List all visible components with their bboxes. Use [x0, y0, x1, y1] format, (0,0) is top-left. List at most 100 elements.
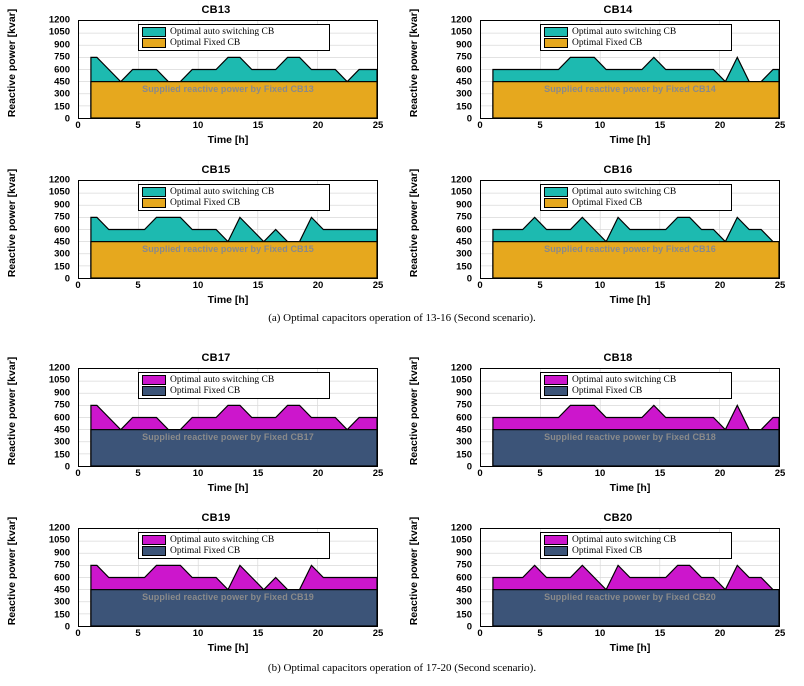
y-tick-label: 1050	[450, 534, 472, 546]
x-tick-label: 20	[312, 628, 324, 639]
y-tick-label: 600	[456, 223, 472, 235]
x-axis-label: Time [h]	[207, 134, 249, 146]
legend-row-fixed: Optimal Fixed CB	[544, 197, 728, 208]
x-tick-label: 15	[654, 468, 666, 479]
chart-title: CB19	[201, 512, 231, 524]
x-tick-label: 5	[135, 120, 141, 131]
y-tick-label: 150	[456, 260, 472, 272]
chart-legend[interactable]: Optimal auto switching CB Optimal Fixed …	[138, 372, 330, 399]
chart-legend[interactable]: Optimal auto switching CB Optimal Fixed …	[540, 372, 732, 399]
y-tick-label: 300	[456, 88, 472, 100]
chart-legend[interactable]: Optimal auto switching CB Optimal Fixed …	[540, 184, 732, 211]
x-tick-label: 10	[594, 468, 606, 479]
y-tick-label: 750	[54, 559, 70, 571]
x-tick-label: 20	[714, 468, 726, 479]
x-tick-label: 5	[135, 628, 141, 639]
x-tick-label: 10	[192, 468, 204, 479]
y-tick-label: 1200	[450, 174, 472, 186]
y-tick-label: 450	[456, 584, 472, 596]
legend-row-auto: Optimal auto switching CB	[544, 26, 728, 37]
chart-cell-cb19: Reactive power [kvar] CB19 0 150 300 450 600…	[0, 508, 402, 668]
chart-legend[interactable]: Optimal auto switching CB Optimal Fixed …	[138, 184, 330, 211]
y-tick-label: 150	[54, 608, 70, 620]
x-tick-label: 25	[372, 280, 384, 291]
x-tick-label: 25	[372, 628, 384, 639]
legend-label-auto: Optimal auto switching CB	[170, 26, 275, 37]
caption-a: (a) Optimal capacitors operation of 13-1…	[268, 312, 536, 324]
chart-cell-cb13: Reactive power [kvar] CB13 0 150 300 450 600…	[0, 0, 402, 160]
x-tick-label: 20	[714, 120, 726, 131]
caption-b: (b) Optimal capacitors operation of 17-2…	[267, 662, 537, 674]
y-tick-label: 900	[54, 387, 70, 398]
y-tick-label: 0	[466, 461, 472, 473]
legend-row-fixed: Optimal Fixed CB	[544, 385, 728, 396]
x-tick-label: 20	[714, 280, 726, 291]
legend-swatch-fixed-icon	[142, 197, 166, 208]
x-axis-ticks: 0 5 10 15 20 25	[477, 120, 785, 135]
chart-legend[interactable]: Optimal auto switching CB Optimal Fixed …	[540, 24, 732, 51]
chart-cb17: Reactive power [kvar] CB17 0 150 300 450 600…	[0, 348, 402, 508]
legend-swatch-fixed-icon	[142, 385, 166, 396]
x-axis-label: Time [h]	[609, 482, 651, 494]
legend-label-auto: Optimal auto switching CB	[170, 186, 275, 197]
x-tick-label: 10	[192, 628, 204, 639]
fixed-cb-area	[492, 241, 779, 278]
x-tick-label: 10	[192, 120, 204, 131]
fixed-cb-area	[90, 241, 377, 278]
legend-label-fixed: Optimal Fixed CB	[170, 385, 241, 396]
x-tick-label: 15	[252, 280, 264, 291]
chart-title: CB18	[603, 352, 633, 364]
legend-swatch-auto-icon	[142, 186, 166, 197]
x-tick-label: 0	[75, 628, 81, 639]
chart-cell-cb20: Reactive power [kvar] CB20 0 150 300 450 600…	[402, 508, 804, 668]
x-tick-label: 0	[477, 120, 483, 131]
legend-label-fixed: Optimal Fixed CB	[572, 385, 643, 396]
x-tick-label: 25	[774, 280, 786, 291]
y-tick-label: 1200	[48, 174, 70, 186]
x-tick-label: 5	[537, 120, 543, 131]
y-tick-label: 1200	[450, 14, 472, 26]
x-tick-label: 0	[477, 468, 483, 479]
legend-swatch-fixed-icon	[544, 197, 568, 208]
x-tick-label: 0	[477, 628, 483, 639]
chart-legend[interactable]: Optimal auto switching CB Optimal Fixed …	[138, 532, 330, 559]
x-axis-ticks: 0 5 10 15 20 25	[75, 468, 383, 483]
x-tick-label: 15	[654, 120, 666, 131]
y-tick-label: 1200	[48, 362, 70, 374]
y-tick-label: 300	[456, 436, 472, 448]
y-tick-label: 0	[64, 461, 70, 473]
legend-swatch-auto-icon	[142, 26, 166, 37]
x-tick-label: 10	[594, 628, 606, 639]
chart-cb13: Reactive power [kvar] CB13 0 150 300 450 600…	[0, 0, 402, 160]
chart-legend[interactable]: Optimal auto switching CB Optimal Fixed …	[540, 532, 732, 559]
y-tick-label: 600	[456, 63, 472, 75]
y-tick-label: 750	[456, 559, 472, 571]
y-tick-label: 1050	[48, 374, 70, 386]
chart-grid-a: Reactive power [kvar] CB13 0 150 300 450 600…	[0, 0, 804, 320]
legend-label-auto: Optimal auto switching CB	[170, 534, 275, 545]
x-tick-label: 5	[135, 280, 141, 291]
y-tick-label: 1200	[48, 522, 70, 534]
y-tick-label: 1200	[48, 14, 70, 26]
y-tick-label: 900	[456, 199, 472, 210]
chart-grid-b: Reactive power [kvar] CB17 0 150 300 450 600…	[0, 348, 804, 668]
legend-swatch-auto-icon	[544, 26, 568, 37]
legend-row-fixed: Optimal Fixed CB	[544, 545, 728, 556]
legend-row-auto: Optimal auto switching CB	[544, 534, 728, 545]
legend-swatch-fixed-icon	[544, 545, 568, 556]
chart-title: CB13	[201, 4, 231, 16]
chart-cb20: Reactive power [kvar] CB20 0 150 300 450 600…	[402, 508, 804, 668]
x-tick-label: 5	[537, 468, 543, 479]
chart-cell-cb15: Reactive power [kvar] CB15 0 150 300 450 600…	[0, 160, 402, 320]
x-tick-label: 15	[252, 628, 264, 639]
subfigure-a: Reactive power [kvar] CB13 0 150 300 450 600…	[0, 0, 804, 320]
plot-svg	[79, 181, 377, 278]
y-tick-label: 600	[54, 411, 70, 423]
y-tick-label: 150	[54, 100, 70, 112]
chart-title: CB16	[603, 164, 633, 176]
legend-swatch-fixed-icon	[142, 37, 166, 48]
chart-cell-cb14: Reactive power [kvar] CB14 0 150 300 450 600…	[402, 0, 804, 160]
chart-legend[interactable]: Optimal auto switching CB Optimal Fixed …	[138, 24, 330, 51]
chart-cb16: Reactive power [kvar] CB16 0 150 300 450 600…	[402, 160, 804, 320]
y-tick-label: 0	[466, 113, 472, 125]
